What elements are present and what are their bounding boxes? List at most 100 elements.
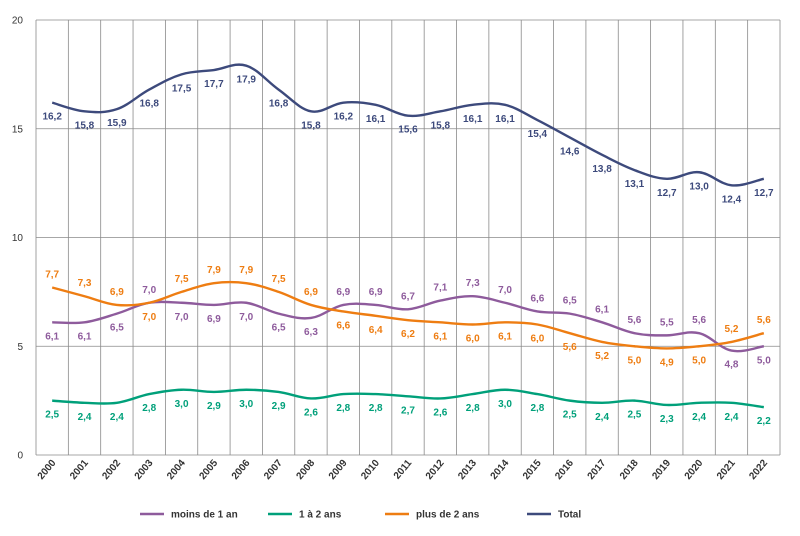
data-label: 2,4 xyxy=(78,412,92,423)
data-label: 12,7 xyxy=(754,188,774,199)
data-label: 16,1 xyxy=(463,114,483,125)
data-label: 7,0 xyxy=(239,312,253,323)
data-label: 16,1 xyxy=(366,114,386,125)
data-label: 6,7 xyxy=(401,291,415,302)
data-label: 6,1 xyxy=(498,331,512,342)
data-label: 14,6 xyxy=(560,146,580,157)
data-label: 6,1 xyxy=(595,304,609,315)
y-axis: 0 5 10 15 20 xyxy=(12,16,24,462)
legend-label: moins de 1 an xyxy=(171,510,238,521)
data-label: 5,0 xyxy=(627,355,641,366)
data-label: 6,9 xyxy=(110,287,124,298)
data-label: 6,0 xyxy=(466,334,480,345)
data-label: 6,9 xyxy=(207,314,221,325)
data-label: 15,8 xyxy=(301,120,321,131)
series-line xyxy=(52,388,764,409)
y-tick-label: 10 xyxy=(12,233,24,244)
data-label: 2,6 xyxy=(304,407,318,418)
data-label: 2,4 xyxy=(725,412,739,423)
data-label: 16,8 xyxy=(139,99,159,110)
data-label: 6,9 xyxy=(336,287,350,298)
data-label: 12,7 xyxy=(657,188,677,199)
data-label: 2,4 xyxy=(595,412,609,423)
y-tick-label: 5 xyxy=(17,342,23,353)
data-label: 2,6 xyxy=(433,407,447,418)
data-label: 6,1 xyxy=(78,331,92,342)
data-label: 5,5 xyxy=(660,317,674,328)
data-label: 7,5 xyxy=(175,274,189,285)
data-label: 6,6 xyxy=(336,320,350,331)
data-label: 2,8 xyxy=(466,403,480,414)
data-label: 7,1 xyxy=(433,283,447,294)
data-label: 6,9 xyxy=(304,287,318,298)
data-label: 7,0 xyxy=(142,285,156,296)
data-label: 5,6 xyxy=(627,315,641,326)
data-label: 2,5 xyxy=(45,410,59,421)
data-label: 5,6 xyxy=(757,315,771,326)
data-label: 3,0 xyxy=(175,399,189,410)
data-label: 2,8 xyxy=(369,403,383,414)
data-label: 2,9 xyxy=(207,401,221,412)
legend: moins de 1 an 1 à 2 ans plus de 2 ans Total xyxy=(140,510,581,521)
data-label: 7,0 xyxy=(142,312,156,323)
data-label: 13,1 xyxy=(625,179,645,190)
data-label: 6,1 xyxy=(433,331,447,342)
data-label: 15,4 xyxy=(528,129,548,140)
data-label: 5,2 xyxy=(595,351,609,362)
data-label: 13,8 xyxy=(592,164,612,175)
legend-label: 1 à 2 ans xyxy=(299,510,342,521)
data-label: 6,4 xyxy=(369,325,383,336)
data-label: 6,5 xyxy=(272,323,286,334)
data-label: 15,8 xyxy=(75,120,95,131)
data-label: 17,9 xyxy=(237,75,257,86)
data-label: 16,1 xyxy=(495,114,515,125)
data-label: 2,5 xyxy=(563,410,577,421)
data-label: 6,5 xyxy=(563,296,577,307)
data-label: 4,8 xyxy=(725,360,739,371)
data-label: 3,0 xyxy=(239,399,253,410)
data-label: 16,2 xyxy=(334,112,354,123)
data-label: 6,0 xyxy=(530,334,544,345)
data-label: 4,9 xyxy=(660,357,674,368)
data-label: 17,7 xyxy=(204,79,224,90)
data-label: 15,8 xyxy=(431,120,451,131)
data-label: 6,9 xyxy=(369,287,383,298)
data-labels: 6,1 6,1 6,5 7,0 7,0 6,9 7,0 6,5 6,3 6,9 6,9 6,7 7,1 7… xyxy=(42,75,774,427)
y-tick-label: 20 xyxy=(12,16,24,27)
data-label: 5,6 xyxy=(563,342,577,353)
data-label: 6,2 xyxy=(401,329,415,340)
data-label: 7,9 xyxy=(239,265,253,276)
y-tick-label: 0 xyxy=(17,451,23,462)
data-label: 5,6 xyxy=(692,315,706,326)
data-label: 2,2 xyxy=(757,416,771,427)
data-label: 16,8 xyxy=(269,99,289,110)
y-tick-label: 15 xyxy=(12,124,24,135)
series-line xyxy=(52,295,765,353)
data-label: 15,6 xyxy=(398,125,418,136)
data-label: 2,7 xyxy=(401,405,415,416)
data-label: 7,5 xyxy=(272,274,286,285)
data-label: 2,8 xyxy=(336,403,350,414)
legend-label: plus de 2 ans xyxy=(416,510,480,521)
legend-label: Total xyxy=(558,510,581,521)
data-label: 2,4 xyxy=(692,412,706,423)
series-line xyxy=(51,280,765,350)
data-label: 7,3 xyxy=(466,278,480,289)
data-label: 17,5 xyxy=(172,83,192,94)
series-lines xyxy=(51,63,765,409)
data-label: 6,6 xyxy=(530,293,544,304)
grid xyxy=(35,19,781,456)
data-label: 5,2 xyxy=(725,324,739,335)
data-label: 2,8 xyxy=(142,403,156,414)
data-label: 6,3 xyxy=(304,327,318,338)
data-label: 5,0 xyxy=(692,355,706,366)
data-label: 7,3 xyxy=(78,278,92,289)
data-label: 12,4 xyxy=(722,194,742,205)
series-line xyxy=(51,63,765,187)
data-label: 3,0 xyxy=(498,399,512,410)
data-label: 5,0 xyxy=(757,355,771,366)
data-label: 13,0 xyxy=(689,181,709,192)
data-label: 7,0 xyxy=(498,285,512,296)
